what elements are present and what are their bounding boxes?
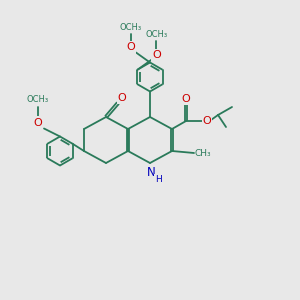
Text: H: H: [154, 175, 161, 184]
Text: O: O: [127, 43, 135, 52]
Text: OCH₃: OCH₃: [146, 30, 167, 39]
Text: N: N: [147, 166, 155, 178]
Text: O: O: [202, 116, 211, 126]
Text: OCH₃: OCH₃: [27, 95, 49, 104]
Text: OCH₃: OCH₃: [120, 23, 142, 32]
Text: O: O: [34, 118, 42, 128]
Text: O: O: [152, 50, 161, 60]
Text: O: O: [182, 94, 190, 104]
Text: CH₃: CH₃: [195, 148, 211, 158]
Text: O: O: [118, 93, 126, 103]
